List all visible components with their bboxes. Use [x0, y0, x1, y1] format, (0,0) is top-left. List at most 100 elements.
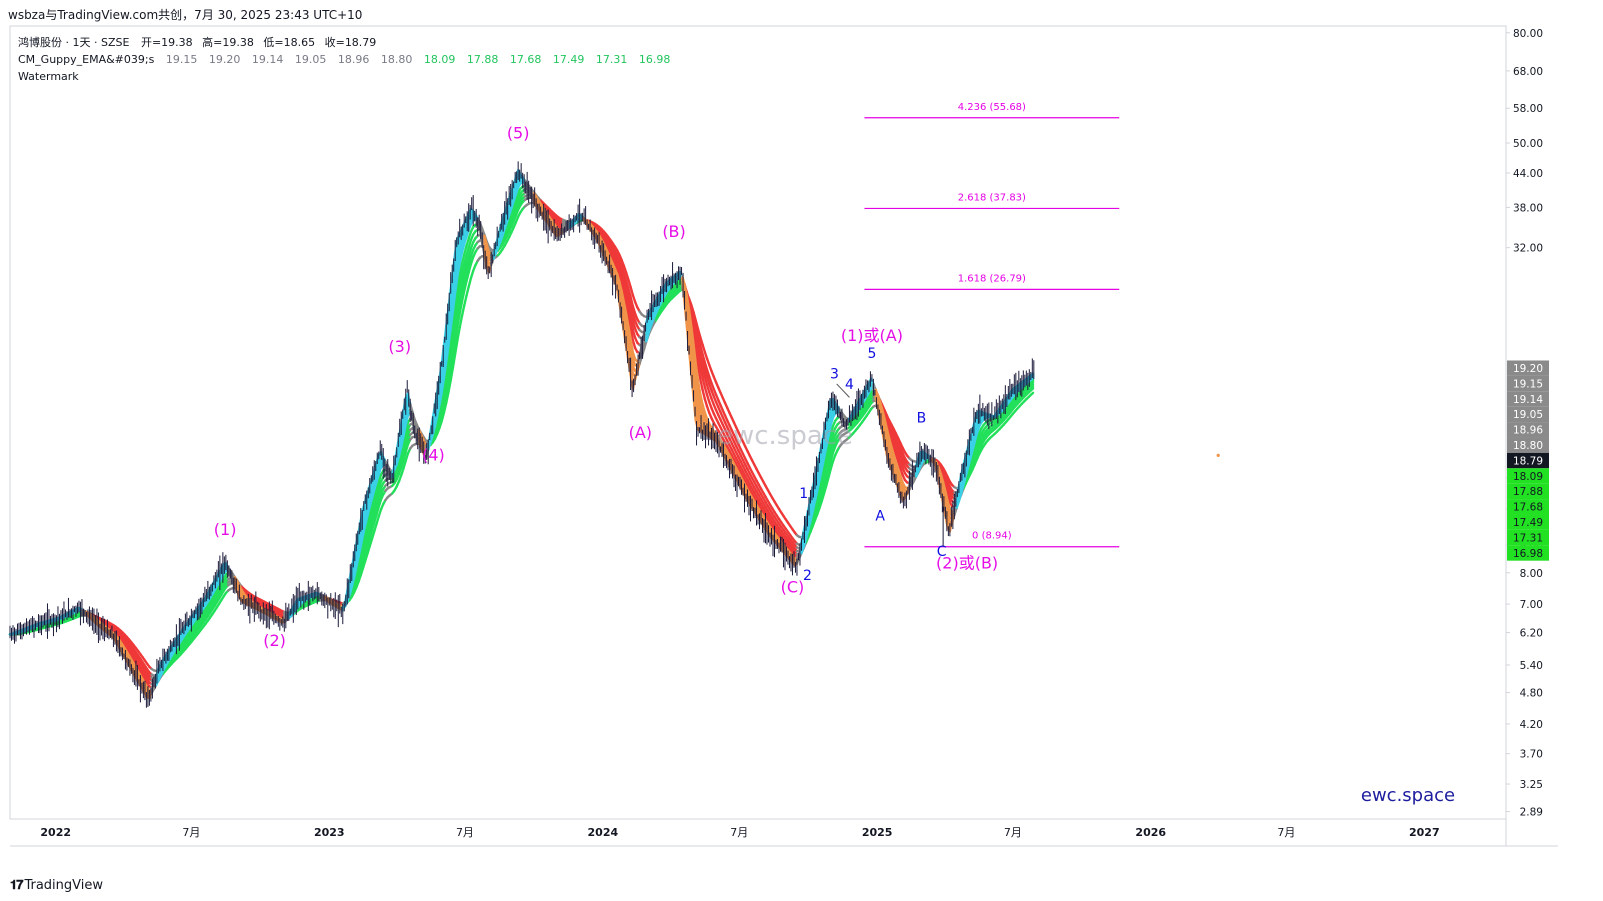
slow-ema-line	[460, 273, 466, 286]
header-title: wsbza与TradingView.com共创，7月 30, 2025 23:4…	[8, 8, 363, 22]
fast-ema-line	[456, 242, 461, 256]
slow-ema-line	[822, 484, 828, 496]
legend-watermark-row[interactable]: Watermark	[18, 68, 678, 85]
slow-ema-line	[462, 294, 468, 307]
slow-ema-line	[456, 295, 461, 312]
slow-ema-line	[696, 334, 702, 347]
slow-ema-line	[825, 451, 830, 465]
slow-ema-line	[624, 271, 630, 281]
slow-ema-line	[618, 274, 623, 286]
slow-ema-line	[701, 376, 706, 388]
slow-ema-line	[377, 492, 383, 503]
slow-ema-line	[696, 353, 702, 369]
fast-ema-line	[458, 240, 464, 252]
slow-ema-line	[818, 500, 823, 510]
slow-ema-line	[827, 459, 832, 472]
legend-symbol-row[interactable]: 鸿博股份 · 1天 · SZSE 开=19.38 高=19.38 低=18.65…	[18, 34, 678, 51]
slow-ema-line	[462, 254, 468, 266]
indicator-value: 16.98	[638, 53, 671, 66]
slow-ema-line	[699, 349, 704, 362]
slow-ema-line	[622, 271, 628, 282]
slow-ema-line	[458, 292, 464, 307]
indicator-value: 17.88	[466, 53, 499, 66]
slow-ema-line	[370, 510, 376, 521]
legend: 鸿博股份 · 1天 · SZSE 开=19.38 高=19.38 低=18.65…	[18, 34, 678, 85]
slow-ema-line	[624, 279, 630, 290]
fast-ema-line	[887, 446, 893, 458]
fast-ema-line	[701, 411, 706, 421]
slow-ema-line	[375, 494, 380, 505]
slow-ema-line	[465, 255, 470, 267]
slow-ema-line	[373, 488, 378, 499]
slow-ema-line	[451, 352, 457, 369]
slow-ema-line	[514, 191, 520, 201]
slow-ema-line	[829, 460, 835, 471]
slow-ema-line	[377, 508, 383, 518]
indicator-value: 18.80	[380, 53, 413, 66]
slow-ema-line	[460, 304, 466, 318]
slow-ema-line	[404, 443, 410, 454]
slow-ema-line	[361, 538, 367, 551]
slow-ema-line	[462, 245, 468, 256]
slow-ema-line	[456, 285, 461, 302]
slow-ema-line	[627, 314, 632, 329]
slow-ema-line	[820, 472, 826, 486]
fast-ema-line	[946, 508, 952, 520]
slow-ema-line	[627, 278, 632, 289]
indicator-value: 17.31	[595, 53, 628, 66]
legend-indicator-row[interactable]: CM_Guppy_EMA&#039;s 19.15 19.20 19.14 19…	[18, 51, 678, 68]
slow-ema-line	[703, 397, 709, 408]
slow-ema-line	[449, 354, 455, 371]
slow-ema-line	[631, 328, 637, 339]
slow-ema-line	[445, 390, 450, 405]
fast-ema-line	[890, 454, 895, 465]
indicator-value: 18.09	[423, 53, 456, 66]
slow-ema-line	[822, 462, 828, 476]
slow-ema-line	[370, 503, 376, 515]
fast-ema-line	[892, 457, 898, 468]
slow-ema-line	[692, 310, 697, 322]
indicator-value: 19.15	[165, 53, 198, 66]
slow-ema-line	[629, 285, 635, 297]
slow-ema-line	[624, 289, 630, 302]
slow-ema-line	[469, 269, 475, 280]
slow-ema-line	[462, 263, 468, 276]
slow-ema-line	[454, 338, 459, 355]
slow-ema-line	[1029, 391, 1035, 397]
slow-ema-line	[825, 469, 830, 482]
slow-ema-line	[373, 508, 378, 519]
slow-ema-line	[1029, 387, 1035, 392]
slow-ema-line	[820, 465, 826, 479]
slow-ema-line	[701, 388, 706, 400]
fast-ema-line	[946, 513, 952, 525]
slow-ema-line	[442, 393, 448, 407]
slow-ema-line	[375, 505, 380, 516]
slow-ema-line	[361, 552, 367, 564]
fast-ema-line	[894, 465, 900, 475]
slow-ema-line	[627, 287, 632, 299]
slow-ema-line	[447, 338, 452, 358]
slow-ema-line	[624, 303, 630, 317]
indicator-value: 17.68	[509, 53, 542, 66]
slow-ema-line	[404, 432, 410, 444]
fast-ema-line	[699, 401, 704, 414]
ohlc-high: 高=19.38	[202, 36, 254, 49]
fast-ema-line	[456, 248, 461, 263]
slow-ema-line	[467, 238, 473, 249]
slow-ema-line	[404, 438, 410, 449]
slow-ema-line	[454, 287, 459, 307]
fast-ema-line	[694, 393, 700, 413]
slow-ema-line	[370, 516, 376, 527]
slow-ema-line	[631, 311, 637, 322]
slow-ema-line	[705, 393, 711, 404]
slow-ema-line	[460, 289, 466, 303]
slow-ema-line	[370, 521, 376, 532]
fast-ema-line	[885, 441, 891, 455]
slow-ema-line	[402, 459, 407, 470]
slow-ema-line	[829, 451, 835, 463]
slow-ema-line	[454, 298, 459, 318]
slow-ema-line	[705, 383, 711, 394]
slow-ema-line	[629, 301, 635, 315]
slow-ema-line	[451, 314, 457, 334]
